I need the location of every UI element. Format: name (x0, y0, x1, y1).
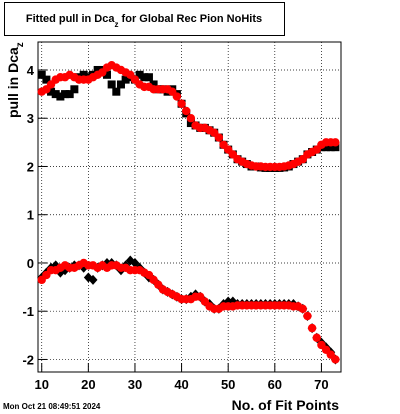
data-point (312, 333, 321, 342)
data-point (112, 87, 121, 96)
x-axis-label: No. of Fit Points (232, 397, 340, 413)
data-point (116, 80, 125, 89)
data-point (331, 138, 340, 147)
y-tick-label: -2 (22, 352, 34, 367)
data-point (172, 92, 182, 101)
plot-frame (37, 41, 342, 373)
data-point (303, 311, 312, 321)
data-point (182, 106, 191, 116)
data-point (214, 133, 224, 142)
data-point (37, 70, 46, 79)
y-axis-label: pull in Dcaz (5, 42, 26, 118)
y-tick-label: 1 (27, 208, 34, 223)
data-point (121, 75, 130, 84)
x-tick-label: 50 (221, 377, 235, 392)
x-tick-label: 40 (174, 377, 188, 392)
data-point (331, 143, 340, 152)
y-tick-label: 4 (27, 63, 35, 78)
data-point (107, 80, 116, 89)
data-point (331, 355, 340, 364)
data-point (102, 70, 111, 79)
y-tick-label: -1 (22, 304, 34, 319)
x-tick-label: 10 (34, 377, 48, 392)
data-point (42, 75, 51, 84)
x-tick-label: 60 (268, 377, 282, 392)
x-tick-label: 30 (128, 377, 142, 392)
y-label-main: pull in Dca (5, 47, 21, 118)
data-point (61, 90, 70, 99)
data-point (307, 323, 317, 333)
data-point (186, 119, 195, 128)
data-point (88, 274, 98, 285)
data-point (51, 90, 60, 99)
data-point (70, 85, 79, 94)
data-point (149, 80, 158, 89)
y-tick-label: 3 (27, 111, 34, 126)
data-point (65, 90, 74, 99)
data-point (144, 73, 153, 82)
y-label-sub: z (15, 42, 26, 47)
data-point (177, 99, 186, 108)
y-tick-label: 2 (27, 159, 34, 174)
title-box (4, 2, 285, 36)
data-point (79, 70, 88, 79)
data-point (322, 143, 331, 152)
title-main: Fitted pull in Dca (26, 13, 115, 25)
data-point (186, 114, 196, 123)
y-tick-label: 0 (27, 256, 34, 271)
data-point (130, 257, 140, 268)
data-point (135, 70, 144, 79)
title-sub: z (115, 20, 119, 29)
data-point (140, 73, 149, 82)
data-point (93, 65, 102, 74)
chart-title: Fitted pull in Dcaz for Global Rec Pion … (26, 13, 262, 29)
data-point (56, 92, 65, 101)
data-point (298, 304, 307, 313)
data-point (326, 143, 335, 152)
timestamp: Mon Oct 21 08:49:51 2024 (3, 402, 101, 411)
x-tick-label: 70 (314, 377, 328, 392)
x-tick-label: 20 (81, 377, 95, 392)
data-point (47, 87, 56, 96)
title-rest: for Global Rec Pion NoHits (119, 13, 263, 25)
